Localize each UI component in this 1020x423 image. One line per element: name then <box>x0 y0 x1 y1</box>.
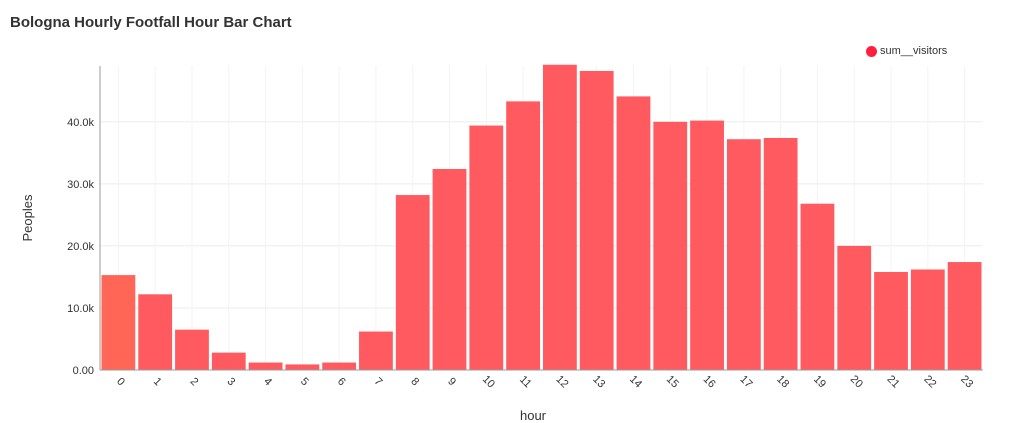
bar[interactable] <box>874 271 908 370</box>
bar[interactable] <box>579 70 614 371</box>
x-tick-label: 23 <box>958 373 975 390</box>
x-tick-label: 16 <box>701 373 718 390</box>
chart-title: Bologna Hourly Footfall Hour Bar Chart <box>10 14 292 31</box>
bar[interactable] <box>395 195 430 370</box>
bar[interactable] <box>469 125 504 371</box>
legend-label: sum__visitors <box>880 45 948 57</box>
x-tick-label: 6 <box>335 375 348 388</box>
y-tick-label: 20.0k <box>67 241 94 253</box>
bar[interactable] <box>359 331 393 370</box>
bar[interactable] <box>138 294 173 370</box>
x-tick-label: 15 <box>664 373 681 390</box>
x-tick-label: 3 <box>224 375 237 388</box>
bar[interactable] <box>837 245 872 370</box>
y-tick-label: 30.0k <box>67 179 94 191</box>
bar[interactable] <box>322 362 357 370</box>
bars <box>101 64 982 371</box>
x-tick-label: 4 <box>261 375 274 388</box>
x-tick-label: 8 <box>408 375 421 388</box>
bar[interactable] <box>800 203 835 370</box>
x-tick-label: 17 <box>737 373 754 390</box>
x-tick-label: 5 <box>298 375 311 388</box>
x-tick-label: 9 <box>445 375 458 388</box>
x-axis-title: hour <box>520 408 547 423</box>
x-tick-label: 0 <box>114 375 127 388</box>
x-tick-label: 13 <box>590 373 607 390</box>
bar[interactable] <box>763 137 798 370</box>
x-tick-label: 2 <box>188 375 201 388</box>
bar[interactable] <box>285 364 320 370</box>
x-tick-label: 12 <box>553 373 570 390</box>
bar[interactable] <box>248 362 283 370</box>
x-tick-label: 7 <box>372 375 385 388</box>
bar[interactable] <box>211 352 246 370</box>
bar[interactable] <box>690 120 724 370</box>
bar[interactable] <box>616 96 651 371</box>
x-tick-label: 11 <box>517 374 534 391</box>
x-tick-label: 22 <box>921 373 938 390</box>
x-tick-label: 20 <box>848 373 865 390</box>
x-tick-label: 10 <box>480 373 497 390</box>
legend[interactable]: sum__visitors <box>866 45 947 57</box>
bar[interactable] <box>432 168 467 370</box>
x-tick-label: 14 <box>627 373 644 390</box>
bar[interactable] <box>543 64 577 370</box>
bar[interactable] <box>101 275 136 370</box>
x-tick-label: 18 <box>774 373 791 390</box>
y-tick-label: 40.0k <box>67 117 94 129</box>
x-tick-label: 19 <box>811 373 828 390</box>
x-tick-label: 21 <box>885 373 902 390</box>
bar[interactable] <box>947 262 982 370</box>
bar[interactable] <box>910 269 945 370</box>
bar[interactable] <box>175 329 209 370</box>
y-axis-title: Peoples <box>20 194 35 241</box>
x-tick-label: 1 <box>151 375 164 388</box>
legend-swatch <box>866 45 877 57</box>
bar[interactable] <box>506 101 540 370</box>
y-tick-label: 0.00 <box>73 365 94 377</box>
bar[interactable] <box>726 139 761 370</box>
y-tick-label: 10.0k <box>67 303 94 315</box>
bar[interactable] <box>653 121 688 370</box>
